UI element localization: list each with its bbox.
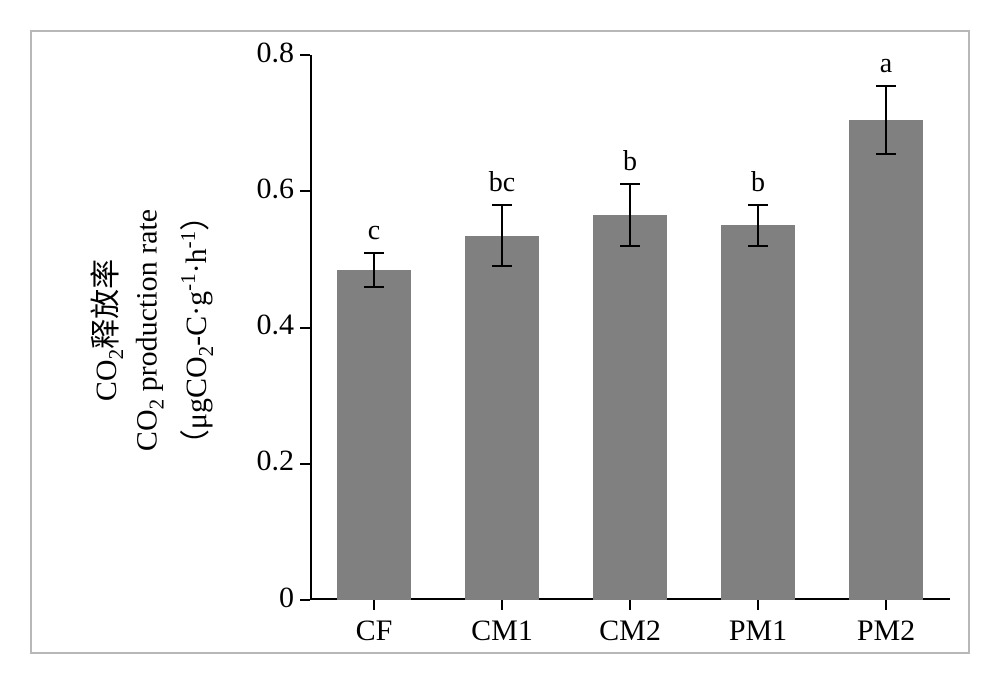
errorbar-PM2 [885,86,887,154]
sig-label-CM1: bc [472,167,532,199]
y-axis-label-units-text: （μgCO2-C·g-1·h-1） [180,201,213,459]
sig-label-PM1: b [728,167,788,199]
y-tick [300,327,310,329]
errorbar-cap-top-PM2 [876,85,896,87]
bar-CM2 [593,215,667,600]
errorbar-cap-top-CM1 [492,204,512,206]
x-tick-PM1 [757,600,759,610]
x-label-PM1: PM1 [694,614,822,648]
x-tick-CF [373,600,375,610]
errorbar-CM1 [501,205,503,266]
y-axis-label-en-text: CO2 production rate [131,209,164,451]
y-tick [300,190,310,192]
y-tick [300,54,310,56]
y-tick-label: 0.8 [224,36,294,70]
x-tick-CM2 [629,600,631,610]
y-tick-label: 0.6 [224,172,294,206]
y-tick-label: 0.4 [224,308,294,342]
x-label-CM1: CM1 [438,614,566,648]
errorbar-CF [373,253,375,287]
y-axis-label-en: CO2 production rate [131,209,170,451]
errorbar-cap-bot-PM2 [876,153,896,155]
y-tick [300,599,310,601]
bar-PM1 [721,225,795,600]
y-axis-label-cn: CO2释放率 [81,259,129,401]
x-tick-PM2 [885,600,887,610]
y-tick [300,463,310,465]
plot-area: 00.20.40.60.8cCFbcCM1bCM2bPM1aPM2 [310,55,950,600]
y-tick-label: 0 [224,581,294,615]
y-axis-label-cn-text: CO2释放率 [90,259,123,401]
x-label-CF: CF [310,614,438,648]
errorbar-cap-bot-CF [364,286,384,288]
errorbar-CM2 [629,184,631,245]
y-tick-label: 0.2 [224,444,294,478]
y-axis [310,55,312,600]
x-tick-CM1 [501,600,503,610]
errorbar-PM1 [757,205,759,246]
x-label-CM2: CM2 [566,614,694,648]
errorbar-cap-top-CM2 [620,183,640,185]
errorbar-cap-top-CF [364,252,384,254]
bar-CF [337,270,411,600]
x-label-PM2: PM2 [822,614,950,648]
bar-PM2 [849,120,923,600]
bar-CM1 [465,236,539,600]
y-axis-label-units: （μgCO2-C·g-1·h-1） [171,201,219,459]
errorbar-cap-bot-CM2 [620,245,640,247]
sig-label-CM2: b [600,146,660,178]
sig-label-CF: c [344,215,404,247]
sig-label-PM2: a [856,48,916,80]
errorbar-cap-top-PM1 [748,204,768,206]
errorbar-cap-bot-PM1 [748,245,768,247]
errorbar-cap-bot-CM1 [492,265,512,267]
